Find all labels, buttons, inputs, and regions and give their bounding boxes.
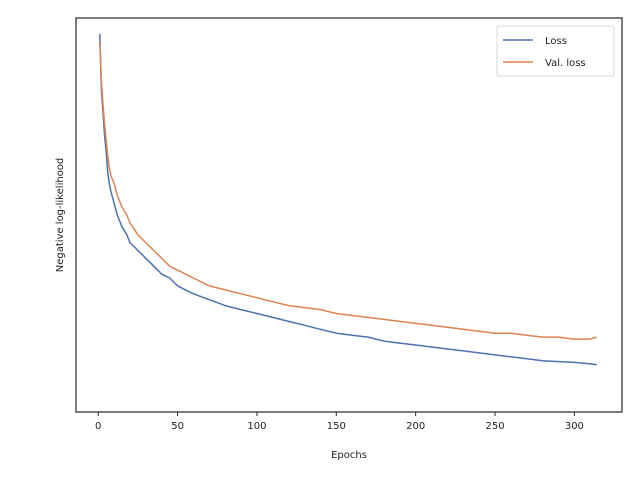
x-axis-label: Epochs: [331, 450, 367, 461]
series-line-loss: [99, 33, 597, 366]
legend: Loss Val. loss: [496, 25, 615, 77]
legend-label-loss: Loss: [545, 36, 567, 47]
x-tick-label: 200: [406, 421, 425, 432]
series-line-val-loss: [99, 41, 597, 340]
plot-area: [99, 33, 597, 366]
x-tick-label: 300: [565, 421, 584, 432]
y-axis-label: Negative log-likelihood: [55, 158, 66, 273]
x-tick-label: 50: [171, 421, 184, 432]
x-tick-label: 100: [247, 421, 266, 432]
x-tick-label: 0: [95, 421, 101, 432]
legend-label-val-loss: Val. loss: [545, 58, 586, 69]
x-tick-label: 150: [327, 421, 346, 432]
plot-frame: [75, 17, 623, 413]
x-tick-label: 250: [485, 421, 504, 432]
legend-box: [496, 25, 615, 77]
x-axis: 0 50 100 150 200 250 300: [95, 412, 584, 432]
